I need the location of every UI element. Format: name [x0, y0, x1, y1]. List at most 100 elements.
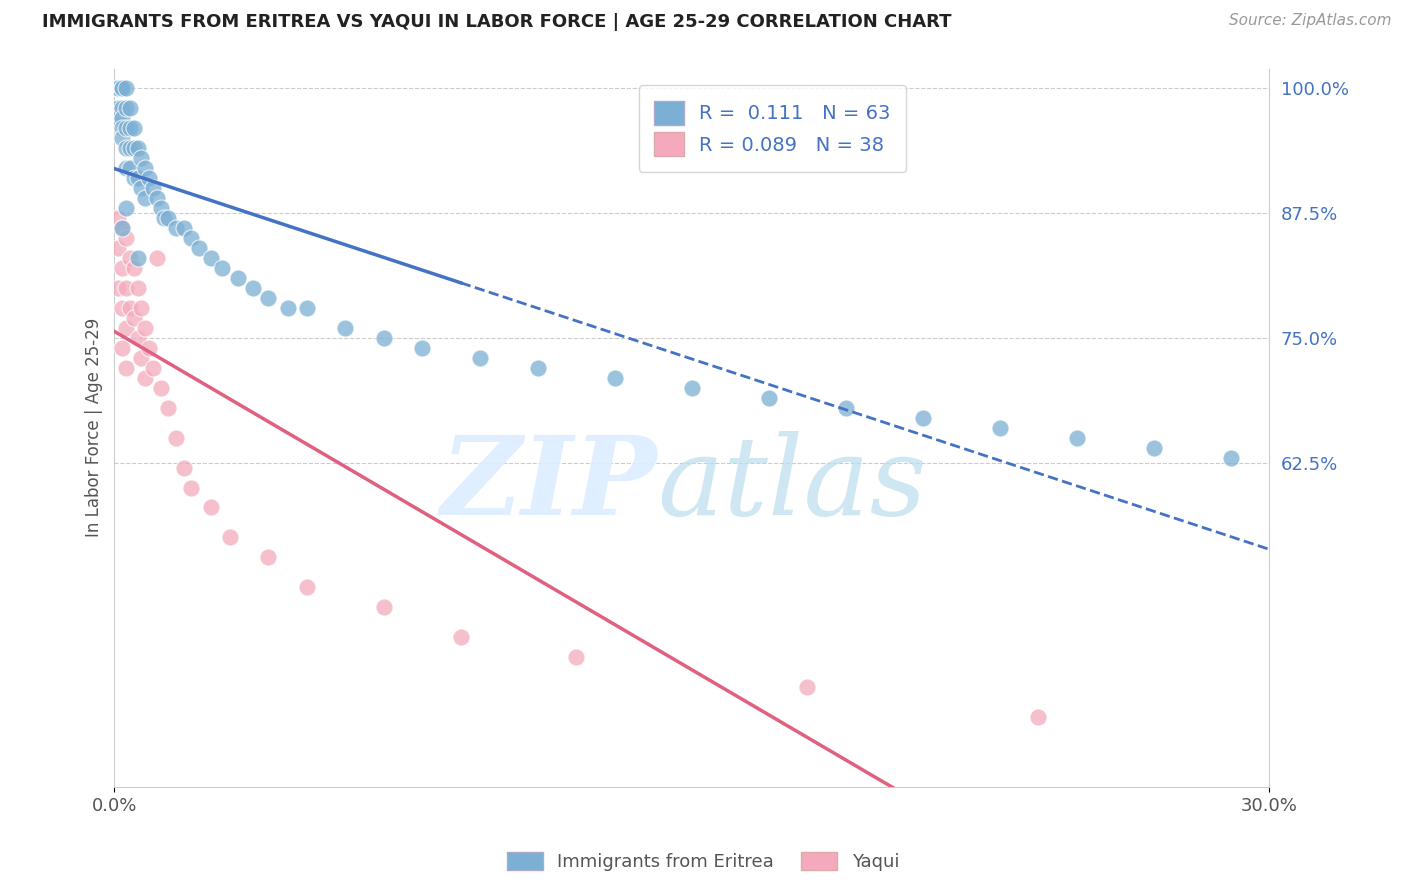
Point — [1219, 450, 1241, 465]
Point — [1026, 710, 1049, 724]
Point — [188, 241, 211, 255]
Point — [173, 221, 195, 235]
Point — [157, 401, 180, 415]
Point — [111, 261, 134, 276]
Point — [115, 81, 138, 95]
Point — [127, 331, 149, 345]
Point — [165, 221, 187, 235]
Point — [131, 151, 153, 165]
Point — [115, 102, 138, 116]
Point — [1142, 441, 1164, 455]
Text: atlas: atlas — [657, 432, 927, 539]
Point — [111, 341, 134, 355]
Point — [145, 191, 167, 205]
Point — [134, 161, 156, 176]
Point — [115, 201, 138, 215]
Point — [681, 381, 703, 395]
Point — [134, 371, 156, 385]
Point — [180, 481, 202, 495]
Point — [122, 171, 145, 186]
Point — [603, 371, 626, 385]
Point — [122, 261, 145, 276]
Point — [118, 251, 141, 265]
Point — [165, 431, 187, 445]
Point — [565, 650, 588, 665]
Point — [115, 281, 138, 295]
Point — [115, 161, 138, 176]
Point — [111, 102, 134, 116]
Point — [335, 321, 357, 335]
Point — [107, 102, 129, 116]
Point — [122, 141, 145, 155]
Point — [157, 211, 180, 226]
Point — [257, 291, 280, 305]
Point — [373, 600, 395, 615]
Point — [115, 121, 138, 136]
Point — [107, 81, 129, 95]
Point — [111, 121, 134, 136]
Point — [242, 281, 264, 295]
Point — [149, 381, 172, 395]
Text: IMMIGRANTS FROM ERITREA VS YAQUI IN LABOR FORCE | AGE 25-29 CORRELATION CHART: IMMIGRANTS FROM ERITREA VS YAQUI IN LABO… — [42, 13, 952, 31]
Point — [107, 81, 129, 95]
Point — [118, 121, 141, 136]
Point — [122, 310, 145, 325]
Point — [988, 420, 1011, 434]
Point — [796, 680, 818, 694]
Point — [200, 251, 222, 265]
Point — [118, 102, 141, 116]
Point — [127, 141, 149, 155]
Point — [111, 112, 134, 126]
Point — [111, 131, 134, 145]
Point — [295, 301, 318, 315]
Point — [111, 221, 134, 235]
Point — [295, 580, 318, 594]
Legend: Immigrants from Eritrea, Yaqui: Immigrants from Eritrea, Yaqui — [499, 845, 907, 879]
Point — [145, 251, 167, 265]
Point — [107, 211, 129, 226]
Point — [153, 211, 176, 226]
Point — [107, 241, 129, 255]
Point — [107, 112, 129, 126]
Point — [173, 460, 195, 475]
Point — [118, 301, 141, 315]
Point — [134, 321, 156, 335]
Text: ZIP: ZIP — [440, 432, 657, 539]
Point — [468, 351, 491, 365]
Point — [149, 201, 172, 215]
Point — [111, 81, 134, 95]
Point — [111, 221, 134, 235]
Point — [115, 321, 138, 335]
Point — [218, 530, 240, 544]
Point — [134, 191, 156, 205]
Point — [526, 360, 548, 375]
Legend: R =  0.111   N = 63, R = 0.089   N = 38: R = 0.111 N = 63, R = 0.089 N = 38 — [638, 86, 905, 172]
Point — [118, 161, 141, 176]
Point — [142, 181, 165, 195]
Point — [411, 341, 433, 355]
Point — [226, 271, 249, 285]
Point — [115, 231, 138, 245]
Point — [1066, 431, 1088, 445]
Point — [142, 360, 165, 375]
Point — [138, 171, 160, 186]
Point — [107, 281, 129, 295]
Point — [138, 341, 160, 355]
Point — [127, 251, 149, 265]
Point — [450, 630, 472, 644]
Point — [111, 81, 134, 95]
Point — [107, 81, 129, 95]
Point — [911, 410, 934, 425]
Point — [200, 500, 222, 515]
Point — [127, 281, 149, 295]
Point — [118, 141, 141, 155]
Point — [127, 171, 149, 186]
Point — [373, 331, 395, 345]
Point — [257, 550, 280, 565]
Point — [115, 141, 138, 155]
Point — [131, 301, 153, 315]
Point — [758, 391, 780, 405]
Point — [180, 231, 202, 245]
Point — [211, 261, 233, 276]
Point — [131, 181, 153, 195]
